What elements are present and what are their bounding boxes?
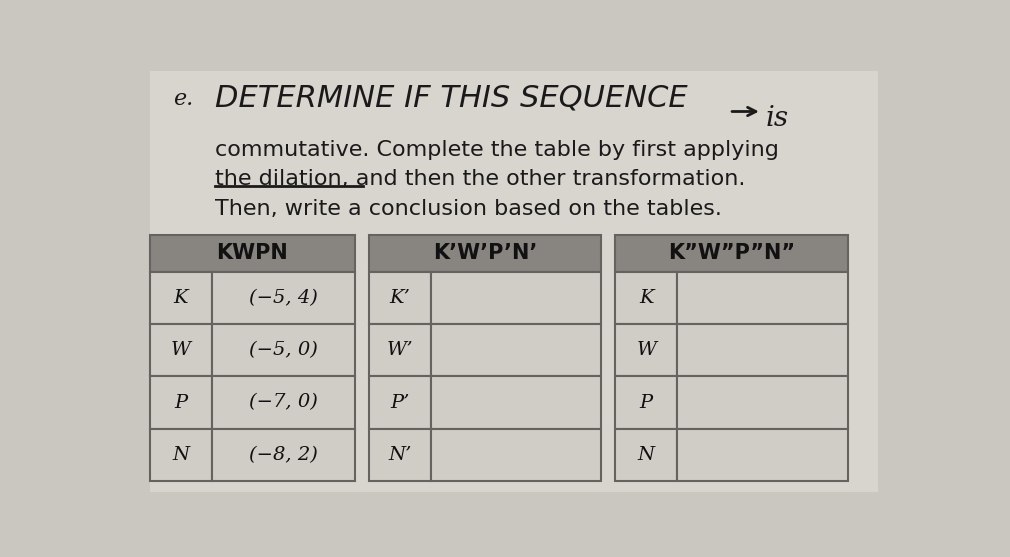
Bar — [149, 324, 211, 377]
Bar — [369, 429, 431, 481]
Text: the dilation, and then the other transformation.: the dilation, and then the other transfo… — [215, 169, 745, 189]
Bar — [431, 429, 601, 481]
Text: is: is — [766, 105, 789, 133]
Bar — [678, 429, 847, 481]
Bar — [211, 324, 355, 377]
Text: e.: e. — [173, 89, 193, 110]
Text: P’: P’ — [390, 394, 409, 412]
Text: P: P — [174, 394, 187, 412]
Text: N: N — [172, 446, 189, 464]
Bar — [149, 377, 211, 429]
Bar — [678, 272, 847, 324]
Bar — [369, 324, 431, 377]
Bar — [369, 377, 431, 429]
Bar — [149, 429, 211, 481]
Bar — [431, 324, 601, 377]
Text: KWPN: KWPN — [216, 243, 288, 263]
Bar — [615, 324, 678, 377]
Text: Then, write a conclusion based on the tables.: Then, write a conclusion based on the ta… — [215, 198, 722, 218]
Bar — [211, 272, 355, 324]
Text: (−5, 0): (−5, 0) — [248, 341, 317, 359]
Text: N’: N’ — [388, 446, 411, 464]
Bar — [615, 377, 678, 429]
Bar — [615, 429, 678, 481]
Bar — [149, 234, 355, 272]
Text: N: N — [637, 446, 654, 464]
Text: W: W — [171, 341, 191, 359]
Bar — [369, 234, 601, 272]
Text: K’W’P’N’: K’W’P’N’ — [433, 243, 537, 263]
Text: (−8, 2): (−8, 2) — [248, 446, 317, 464]
Bar — [149, 272, 211, 324]
Bar — [615, 234, 847, 272]
Bar — [678, 377, 847, 429]
Text: W’: W’ — [387, 341, 413, 359]
Text: K: K — [639, 289, 653, 307]
Text: W: W — [636, 341, 656, 359]
Bar — [615, 272, 678, 324]
Bar — [211, 429, 355, 481]
Text: K’: K’ — [390, 289, 410, 307]
Text: K”W”P”N”: K”W”P”N” — [668, 243, 795, 263]
FancyBboxPatch shape — [149, 71, 878, 492]
Text: (−5, 4): (−5, 4) — [248, 289, 317, 307]
Text: (−7, 0): (−7, 0) — [248, 394, 317, 412]
Bar — [431, 272, 601, 324]
Bar — [431, 377, 601, 429]
Bar — [369, 272, 431, 324]
Text: P: P — [639, 394, 652, 412]
Text: K: K — [173, 289, 188, 307]
Text: DETERMINE IF THIS SEQUENCE: DETERMINE IF THIS SEQUENCE — [215, 84, 688, 113]
Bar — [678, 324, 847, 377]
Bar — [211, 377, 355, 429]
Text: commutative. Complete the table by first applying: commutative. Complete the table by first… — [215, 140, 780, 160]
